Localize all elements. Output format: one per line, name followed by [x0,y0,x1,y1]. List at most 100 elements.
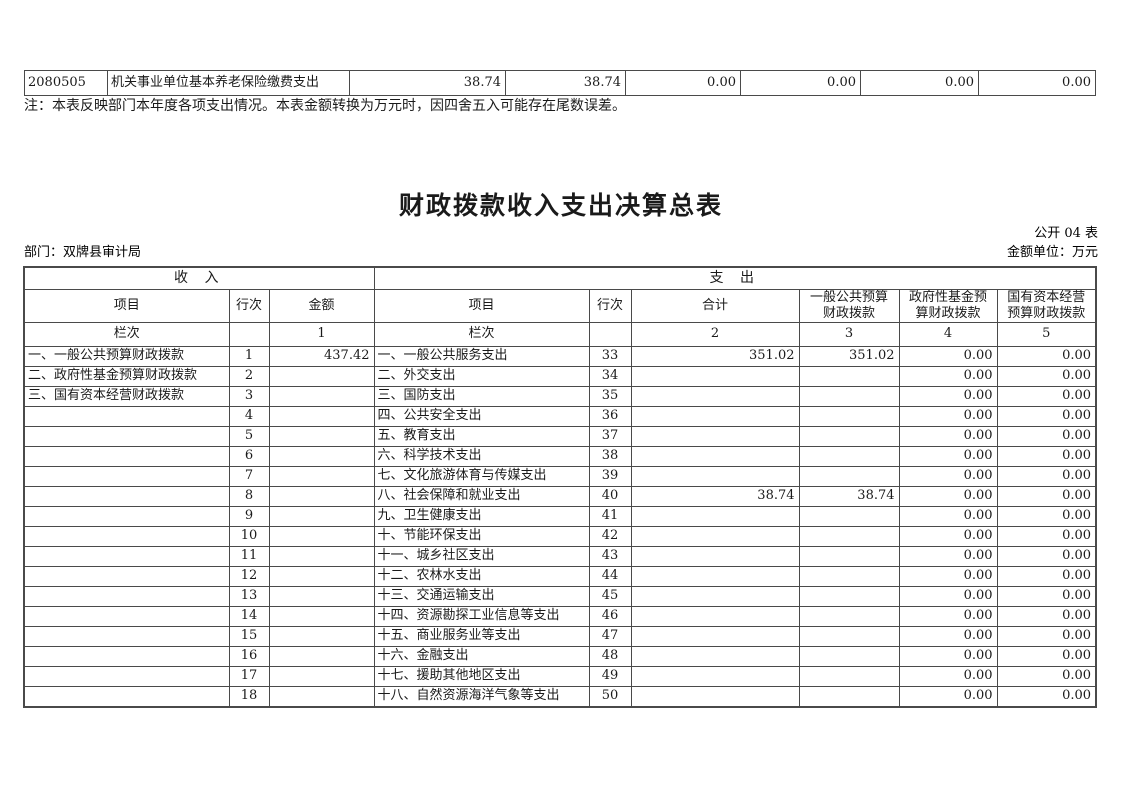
meta-row: 部门：双牌县审计局 金额单位：万元 [24,241,1098,260]
expense-item-cell: 五、教育支出 [373,426,590,447]
gov-fund-cell: 0.00 [898,566,998,587]
income-item-cell [23,466,230,487]
state-capital-cell: 0.00 [996,646,1097,667]
amount-cell: 38.74 [505,70,626,96]
general-budget-cell [798,406,900,427]
gov-fund-cell: 0.00 [898,466,998,487]
expense-item-cell: 十一、城乡社区支出 [373,546,590,567]
table-row: 11 十一、城乡社区支出 43 0.00 0.00 [23,546,1097,567]
income-rowno-cell: 9 [228,506,270,527]
state-capital-cell: 0.00 [996,506,1097,527]
expense-rowno-cell: 42 [588,526,632,547]
column-header-row: 项目 行次 金额 项目 行次 合计 一般公共预算 财政拨款 政府性基金预 算财政… [23,289,1097,323]
state-capital-cell: 0.00 [996,686,1097,708]
income-amount-cell [268,426,375,447]
income-rowno-cell: 13 [228,586,270,607]
general-budget-cell [798,446,900,467]
income-amount-cell [268,386,375,407]
lanci-col1: 1 [268,322,375,347]
income-rowno-cell: 10 [228,526,270,547]
col-expense-item: 项目 [373,289,590,323]
expense-item-cell: 八、社会保障和就业支出 [373,486,590,507]
income-item-cell [23,486,230,507]
state-capital-cell: 0.00 [996,386,1097,407]
total-cell [630,386,800,407]
expense-rowno-cell: 40 [588,486,632,507]
general-budget-cell [798,626,900,647]
income-rowno-cell: 3 [228,386,270,407]
expense-item-cell: 十三、交通运输支出 [373,586,590,607]
expense-rowno-cell: 34 [588,366,632,387]
expense-rowno-cell: 46 [588,606,632,627]
expense-item-cell: 七、文化旅游体育与传媒支出 [373,466,590,487]
income-rowno-cell: 7 [228,466,270,487]
amount-cell: 0.00 [860,70,979,96]
income-item-cell [23,506,230,527]
income-item-cell [23,646,230,667]
income-item-cell [23,546,230,567]
income-item-cell [23,606,230,627]
total-cell [630,546,800,567]
general-budget-cell [798,526,900,547]
col-income-rowno: 行次 [228,289,270,323]
state-capital-cell: 0.00 [996,566,1097,587]
lanci-col4: 4 [898,322,998,347]
general-budget-cell [798,506,900,527]
state-capital-cell: 0.00 [996,406,1097,427]
table-row: 7 七、文化旅游体育与传媒支出 39 0.00 0.00 [23,466,1097,487]
expense-item-cell: 九、卫生健康支出 [373,506,590,527]
state-capital-cell: 0.00 [996,346,1097,367]
general-budget-cell [798,606,900,627]
state-capital-cell: 0.00 [996,626,1097,647]
table-row: 15 十五、商业服务业等支出 47 0.00 0.00 [23,626,1097,647]
general-budget-cell [798,686,900,708]
expense-item-cell: 十八、自然资源海洋气象等支出 [373,686,590,708]
expense-rowno-cell: 39 [588,466,632,487]
income-item-cell [23,666,230,687]
gov-fund-cell: 0.00 [898,686,998,708]
expense-item-cell: 六、科学技术支出 [373,446,590,467]
total-cell [630,566,800,587]
table-row: 8 八、社会保障和就业支出 40 38.74 38.74 0.00 0.00 [23,486,1097,507]
income-rowno-cell: 6 [228,446,270,467]
total-cell [630,666,800,687]
gov-fund-cell: 0.00 [898,366,998,387]
gov-fund-cell: 0.00 [898,526,998,547]
table-footnote: 注：本表反映部门本年度各项支出情况。本表金额转换为万元时，因四舍五入可能存在尾数… [24,98,626,114]
total-cell [630,406,800,427]
expenditure-carryover-table: 2080505 机关事业单位基本养老保险缴费支出 38.74 38.74 0.0… [24,70,1096,96]
state-capital-cell: 0.00 [996,466,1097,487]
state-capital-cell: 0.00 [996,586,1097,607]
expense-rowno-cell: 49 [588,666,632,687]
income-section-header: 收 入 [23,266,375,290]
expense-rowno-cell: 35 [588,386,632,407]
income-amount-cell [268,666,375,687]
table-code-label: 公开 04 表 [1034,226,1098,241]
expense-rowno-cell: 36 [588,406,632,427]
income-amount-cell [268,526,375,547]
income-item-cell [23,446,230,467]
expense-section-header: 支 出 [373,266,1097,290]
expense-item-cell: 一、一般公共服务支出 [373,346,590,367]
lanci-col2: 2 [630,322,800,347]
total-cell [630,426,800,447]
income-rowno-cell: 12 [228,566,270,587]
col-expense-rowno: 行次 [588,289,632,323]
amount-cell: 0.00 [740,70,861,96]
table-row: 5 五、教育支出 37 0.00 0.00 [23,426,1097,447]
general-budget-cell [798,546,900,567]
state-capital-cell: 0.00 [996,446,1097,467]
state-capital-cell: 0.00 [996,546,1097,567]
income-amount-cell [268,506,375,527]
col-income-amount: 金额 [268,289,375,323]
gov-fund-cell: 0.00 [898,646,998,667]
income-item-cell [23,526,230,547]
col-general-budget: 一般公共预算 财政拨款 [798,289,900,323]
page-title: 财政拨款收入支出决算总表 [398,191,723,220]
col-gov-fund: 政府性基金预 算财政拨款 [898,289,998,323]
gov-fund-cell: 0.00 [898,406,998,427]
subject-code-cell: 2080505 [24,70,108,96]
department-label: 部门：双牌县审计局 [24,245,142,260]
general-budget-cell [798,366,900,387]
income-amount-cell [268,406,375,427]
